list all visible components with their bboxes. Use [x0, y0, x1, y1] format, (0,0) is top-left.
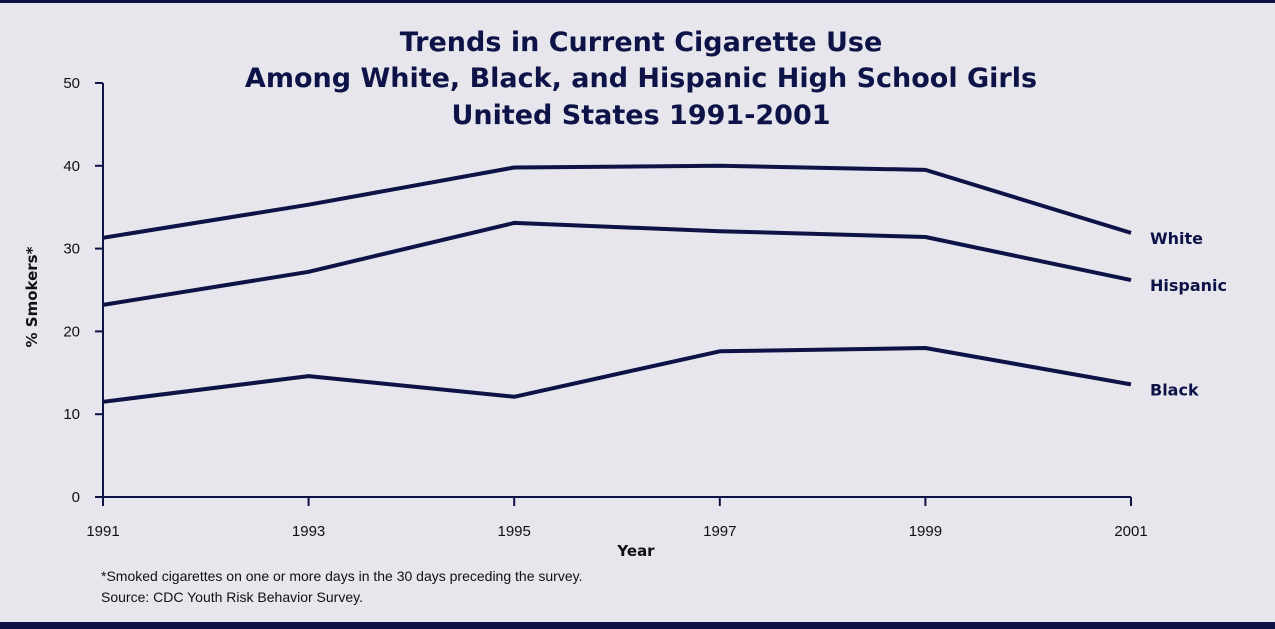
- x-tick-label: 1993: [292, 523, 325, 540]
- x-tick-label: 1999: [909, 523, 942, 540]
- y-tick-label: 0: [72, 489, 80, 506]
- series-label-white: White: [1150, 229, 1203, 248]
- y-tick-label: 20: [63, 323, 80, 340]
- footnote-source: Source: CDC Youth Risk Behavior Survey.: [101, 589, 363, 605]
- series-labels: White Hispanic Black: [1150, 229, 1227, 400]
- x-tick-label: 1995: [498, 523, 531, 540]
- x-tick-label: 2001: [1114, 523, 1147, 540]
- y-tick-label: 50: [63, 75, 80, 92]
- y-tick-label: 40: [63, 158, 80, 175]
- chart-title: Trends in Current Cigarette Use Among Wh…: [245, 27, 1037, 131]
- chart-title-line-2: Among White, Black, and Hispanic High Sc…: [245, 63, 1037, 94]
- series-label-hispanic: Hispanic: [1150, 276, 1227, 295]
- x-axis-title: Year: [616, 542, 655, 560]
- series-lines: [102, 163, 1132, 404]
- chart-title-line-1: Trends in Current Cigarette Use: [400, 27, 883, 58]
- series-label-black: Black: [1150, 380, 1199, 399]
- footnote-definition: *Smoked cigarettes on one or more days i…: [101, 568, 583, 584]
- y-axis-title: % Smokers*: [23, 246, 41, 347]
- chart-title-line-3: United States 1991-2001: [451, 100, 830, 131]
- series-line-white: [102, 163, 1132, 240]
- series-line-hispanic: [102, 220, 1132, 307]
- x-axis-ticks: 1991 1993 1995 1997 1999 2001: [86, 497, 1148, 540]
- y-tick-label: 30: [63, 241, 80, 258]
- y-axis-ticks: 0 10 20 30 40 50: [63, 75, 103, 506]
- x-tick-label: 1991: [86, 523, 119, 540]
- top-rule: [0, 0, 1275, 3]
- bottom-rule: [0, 622, 1275, 629]
- y-tick-label: 10: [63, 406, 80, 423]
- axes: [102, 83, 1131, 498]
- x-tick-label: 1997: [703, 523, 736, 540]
- series-line-black: [102, 346, 1132, 404]
